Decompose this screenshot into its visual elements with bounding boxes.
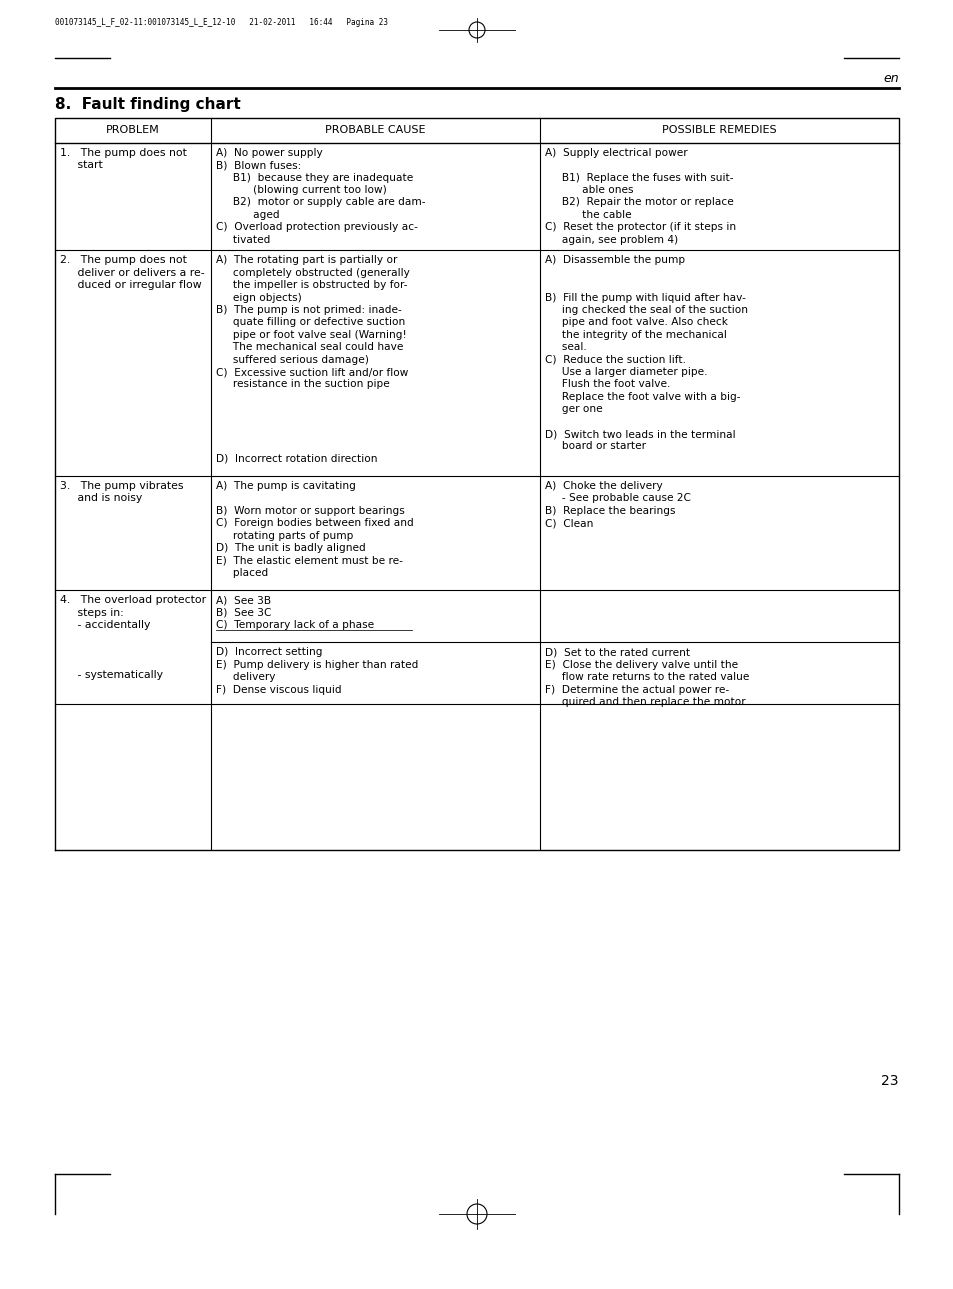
Text: 1.   The pump does not
     start: 1. The pump does not start xyxy=(60,148,187,170)
Text: A)  The pump is cavitating

B)  Worn motor or support bearings
C)  Foreign bodie: A) The pump is cavitating B) Worn motor … xyxy=(216,481,414,577)
Text: 23: 23 xyxy=(881,1074,898,1088)
Text: PROBLEM: PROBLEM xyxy=(106,125,160,135)
Text: D)  Set to the rated current
E)  Close the delivery valve until the
     flow ra: D) Set to the rated current E) Close the… xyxy=(545,647,749,706)
Text: PROBABLE CAUSE: PROBABLE CAUSE xyxy=(325,125,426,135)
Text: 001073145_L_F_02-11:001073145_L_E_12-10   21-02-2011   16:44   Pagina 23: 001073145_L_F_02-11:001073145_L_E_12-10 … xyxy=(55,18,388,27)
Text: 2.   The pump does not
     deliver or delivers a re-
     duced or irregular fl: 2. The pump does not deliver or delivers… xyxy=(60,255,204,290)
Text: A)  Supply electrical power

     B1)  Replace the fuses with suit-
           a: A) Supply electrical power B1) Replace t… xyxy=(545,148,736,245)
Text: A)  Choke the delivery
     - See probable cause 2C
B)  Replace the bearings
C) : A) Choke the delivery - See probable cau… xyxy=(545,481,691,528)
Text: D)  Incorrect setting
E)  Pump delivery is higher than rated
     delivery
F)  D: D) Incorrect setting E) Pump delivery is… xyxy=(216,647,418,695)
Text: 8.  Fault finding chart: 8. Fault finding chart xyxy=(55,97,240,112)
Text: A)  The rotating part is partially or
     completely obstructed (generally
    : A) The rotating part is partially or com… xyxy=(216,255,410,464)
Text: 3.   The pump vibrates
     and is noisy: 3. The pump vibrates and is noisy xyxy=(60,481,183,503)
Text: POSSIBLE REMEDIES: POSSIBLE REMEDIES xyxy=(661,125,776,135)
Text: 4.   The overload protector
     steps in:
     - accidentally



     - systema: 4. The overload protector steps in: - ac… xyxy=(60,596,206,679)
Text: A)  No power supply
B)  Blown fuses:
     B1)  because they are inadequate
     : A) No power supply B) Blown fuses: B1) b… xyxy=(216,148,425,245)
Text: en: en xyxy=(882,72,898,85)
Text: A)  See 3B
B)  See 3C
C)  Temporary lack of a phase: A) See 3B B) See 3C C) Temporary lack of… xyxy=(216,596,374,630)
Text: A)  Disassemble the pump


B)  Fill the pump with liquid after hav-
     ing che: A) Disassemble the pump B) Fill the pump… xyxy=(545,255,747,451)
